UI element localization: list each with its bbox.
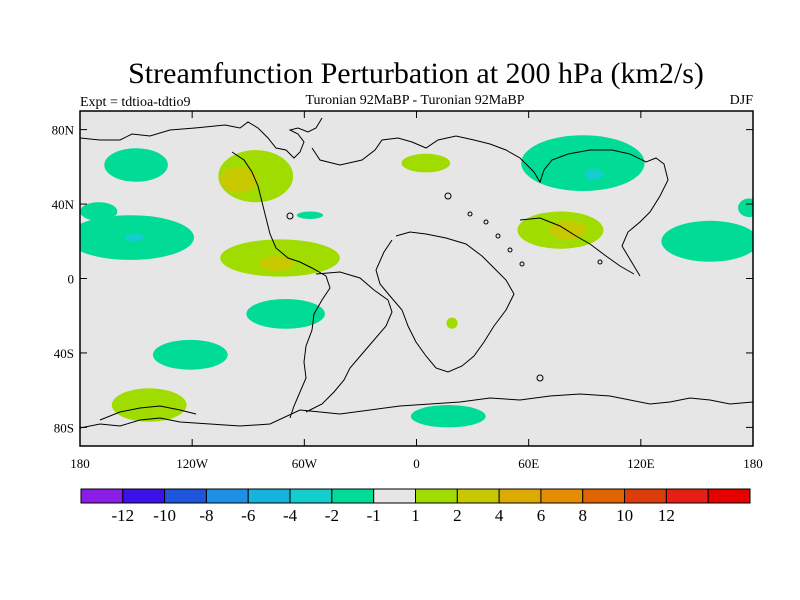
colorbar-box [331,488,375,504]
experiment-label: Expt = tdtioa-tdtio9 [80,95,191,110]
colorbar-label: 2 [453,506,462,525]
colorbar-label: -8 [199,506,213,525]
colorbar-label: 10 [616,506,633,525]
colorbar: -12 -10 -8 -6 -4 -2 -1 1 2 4 6 8 10 12 [80,488,751,525]
colorbar-label: -6 [241,506,255,525]
contour-region-0 [104,148,168,182]
colorbar-box [707,488,751,504]
y-tick-label: 0 [68,272,75,287]
x-tick-label: 180 [70,456,90,471]
colorbar-label: 4 [495,506,504,525]
colorbar-box [415,488,458,504]
coast-south-polar [80,393,753,429]
season-label: DJF [730,93,754,108]
colorbar-label: 12 [658,506,675,525]
coast-polar-inlet [99,405,197,421]
contour-region-3 [124,233,144,242]
colorbar-box [540,488,584,504]
colorbar-box [498,488,542,504]
colorbar-label: -2 [325,506,339,525]
colorbar-label: -4 [283,506,298,525]
contour-region-7 [410,405,486,428]
y-tick-label: 40N [52,197,75,212]
contour-region-16 [401,153,451,173]
x-tick-label: 120W [176,456,209,471]
contour-region-11 [738,198,753,218]
x-tick-label: 180 [743,456,763,471]
coast-northern-lands [311,135,669,277]
contour-region-4 [296,211,324,219]
colorbar-label: -10 [153,506,176,525]
y-tick-label: 40S [54,346,74,361]
colorbar-box [373,488,416,504]
colorbar-box [122,488,166,504]
coast-north-america [80,117,323,159]
x-tick-label: 0 [413,456,420,471]
colorbar-label: 1 [411,506,420,525]
colorbar-label: 6 [537,506,546,525]
y-tick-label: 80N [52,123,75,138]
colorbar-box [205,488,249,504]
contour-region-6 [152,339,228,370]
contour-region-13 [220,166,258,193]
colorbar-box [289,488,333,504]
contour-region-19 [446,317,458,329]
colorbar-box [582,488,626,504]
colorbar-label: 8 [579,506,588,525]
colorbar-box [624,488,667,504]
colorbar-box [665,488,709,504]
coast-west-continent [231,151,331,419]
period-label: Turonian 92MaBP - Turonian 92MaBP [305,93,524,108]
contour-region-5 [246,298,325,329]
y-tick-label: 80S [54,420,74,435]
coast-west-continent-east [305,271,393,413]
coast-africa [375,231,515,373]
coast-east-asia [519,217,635,275]
contour-region-15 [259,256,294,272]
contour-region-20 [111,388,187,422]
colorbar-box [164,488,207,504]
colorbar-label: -1 [367,506,381,525]
contour-region-9 [584,168,604,180]
coast-islands [286,192,603,382]
x-tick-label: 60W [292,456,318,471]
contour-region-1 [80,202,118,221]
colorbar-box [80,488,124,504]
colorbar-box [247,488,291,504]
x-tick-label: 60E [518,456,539,471]
contour-region-10 [661,220,753,262]
colorbar-box [456,488,500,504]
coastlines [80,117,753,429]
colorbar-label: -12 [111,506,134,525]
contour-region-8 [521,135,645,192]
contour-regions [80,135,753,428]
x-tick-label: 120E [627,456,655,471]
chart-title: Streamfunction Perturbation at 200 hPa (… [128,57,704,90]
map-axes: 180 120W 60W 0 60E 120E 180 80N 40N 0 40S 80S [52,111,763,471]
